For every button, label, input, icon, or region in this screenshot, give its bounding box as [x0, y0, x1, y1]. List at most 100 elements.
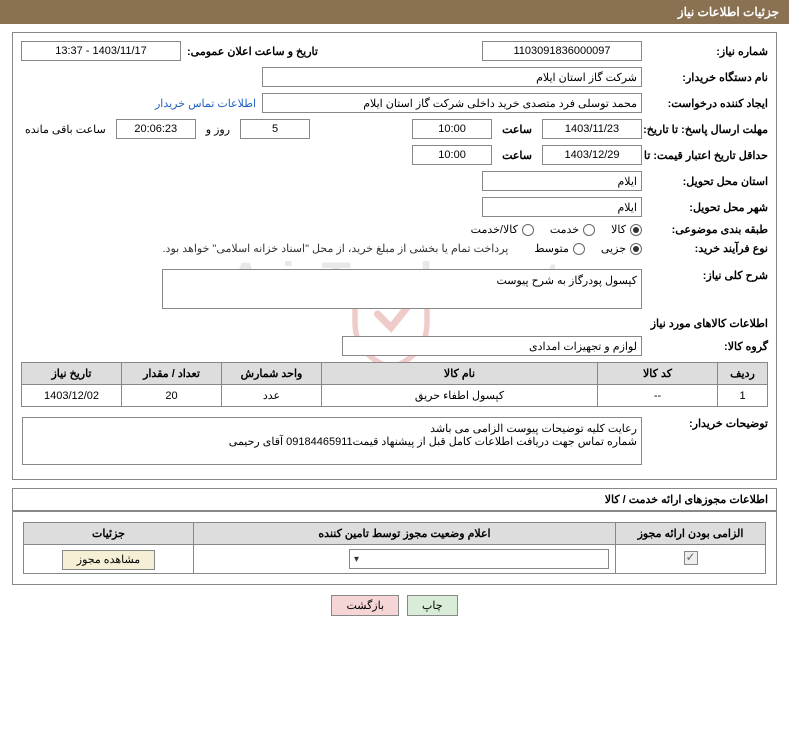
license-table: الزامی بودن ارائه مجوز اعلام وضعیت مجوز …	[23, 522, 766, 574]
th-unit: واحد شمارش	[222, 363, 322, 385]
remaining-label: ساعت باقی مانده	[25, 123, 106, 136]
row-requester: ایجاد کننده درخواست: محمد توسلی فرد متصد…	[21, 93, 768, 113]
cell-mandatory	[616, 545, 766, 574]
th-date: تاریخ نیاز	[22, 363, 122, 385]
cell-details: مشاهده مجوز	[24, 545, 194, 574]
validity-time-value: 10:00	[412, 145, 492, 165]
th-name: نام کالا	[322, 363, 598, 385]
validity-label: حداقل تاریخ اعتبار قیمت: تا تاریخ:	[648, 149, 768, 162]
goods-info-title: اطلاعات کالاهای مورد نیاز	[21, 317, 768, 330]
countdown-value: 20:06:23	[116, 119, 196, 139]
row-need-number: شماره نیاز: 1103091836000097 تاریخ و ساع…	[21, 41, 768, 61]
goods-group-value: لوازم و تجهیزات امدادی	[342, 336, 642, 356]
cell-code: --	[598, 385, 718, 407]
radio-partial[interactable]: جزیی	[601, 242, 642, 255]
general-desc-box: کپسول پودرگاز به شرح پیوست	[162, 269, 642, 309]
goods-table: ردیف کد کالا نام کالا واحد شمارش تعداد /…	[21, 362, 768, 407]
goods-table-header-row: ردیف کد کالا نام کالا واحد شمارش تعداد /…	[22, 363, 768, 385]
radio-medium-label: متوسط	[534, 242, 569, 255]
category-label: طبقه بندی موضوعی:	[648, 223, 768, 236]
cell-name: کپسول اطفاء حریق	[322, 385, 598, 407]
goods-group-label: گروه کالا:	[648, 340, 768, 353]
th-details: جزئیات	[24, 523, 194, 545]
cell-row: 1	[718, 385, 768, 407]
buyer-org-label: نام دستگاه خریدار:	[648, 71, 768, 84]
requester-value: محمد توسلی فرد متصدی خرید داخلی شرکت گاز…	[262, 93, 642, 113]
validity-date-value: 1403/12/29	[542, 145, 642, 165]
license-header-row: الزامی بودن ارائه مجوز اعلام وضعیت مجوز …	[24, 523, 766, 545]
process-radio-group: جزیی متوسط	[534, 242, 642, 255]
contact-link[interactable]: اطلاعات تماس خریدار	[155, 97, 256, 110]
need-number-label: شماره نیاز:	[648, 45, 768, 58]
row-category: طبقه بندی موضوعی: کالا خدمت کالا/خدمت	[21, 223, 768, 236]
page-header: جزئیات اطلاعات نیاز	[0, 0, 789, 24]
mandatory-checkbox[interactable]	[684, 551, 698, 565]
delivery-city-value: ایلام	[482, 197, 642, 217]
buyer-notes-box: رعایت کلیه توضیحات پیوست الزامی می باشد …	[22, 417, 642, 465]
days-and-label: روز و	[206, 123, 230, 136]
days-remaining-value: 5	[240, 119, 310, 139]
goods-table-container: ردیف کد کالا نام کالا واحد شمارش تعداد /…	[21, 362, 768, 407]
th-mandatory: الزامی بودن ارائه مجوز	[616, 523, 766, 545]
page-title: جزئیات اطلاعات نیاز	[678, 5, 779, 19]
time-label-1: ساعت	[502, 123, 532, 136]
row-general-desc: شرح کلی نیاز: کپسول پودرگاز به شرح پیوست	[21, 269, 768, 309]
cell-status: ▾	[194, 545, 616, 574]
th-row: ردیف	[718, 363, 768, 385]
th-code: کد کالا	[598, 363, 718, 385]
license-section-title: اطلاعات مجوزهای ارائه خدمت / کالا	[12, 488, 777, 511]
radio-goods-service[interactable]: کالا/خدمت	[471, 223, 534, 236]
status-select[interactable]: ▾	[349, 549, 609, 569]
main-form-container: AriaTender.net شماره نیاز: 1103091836000…	[12, 32, 777, 480]
row-province: استان محل تحویل: ایلام	[21, 171, 768, 191]
cell-unit: عدد	[222, 385, 322, 407]
buyer-notes-label: توضیحات خریدار:	[648, 417, 768, 430]
announce-datetime-label: تاریخ و ساعت اعلان عمومی:	[187, 45, 318, 58]
radio-medium-circle	[573, 243, 585, 255]
delivery-city-label: شهر محل تحویل:	[648, 201, 768, 214]
process-label: نوع فرآیند خرید:	[648, 242, 768, 255]
chevron-down-icon: ▾	[354, 554, 359, 565]
delivery-province-value: ایلام	[482, 171, 642, 191]
license-container: الزامی بودن ارائه مجوز اعلام وضعیت مجوز …	[12, 511, 777, 585]
radio-partial-circle	[630, 243, 642, 255]
time-label-2: ساعت	[502, 149, 532, 162]
buyer-org-value: شرکت گاز استان ایلام	[262, 67, 642, 87]
category-radio-group: کالا خدمت کالا/خدمت	[471, 223, 642, 236]
row-city: شهر محل تحویل: ایلام	[21, 197, 768, 217]
table-row: 1 -- کپسول اطفاء حریق عدد 20 1403/12/02	[22, 385, 768, 407]
announce-datetime-value: 1403/11/17 - 13:37	[21, 41, 181, 61]
row-buyer-notes: توضیحات خریدار: رعایت کلیه توضیحات پیوست…	[21, 417, 768, 465]
print-button[interactable]: چاپ	[407, 595, 458, 616]
cell-date: 1403/12/02	[22, 385, 122, 407]
radio-service[interactable]: خدمت	[550, 223, 595, 236]
buyer-notes-line2: شماره تماس جهت دریافت اطلاعات کامل قبل ا…	[229, 435, 637, 448]
row-buyer-org: نام دستگاه خریدار: شرکت گاز استان ایلام	[21, 67, 768, 87]
back-button[interactable]: بازگشت	[331, 595, 399, 616]
radio-goods-circle	[630, 224, 642, 236]
view-license-button[interactable]: مشاهده مجوز	[62, 550, 155, 570]
cell-qty: 20	[122, 385, 222, 407]
general-desc-label: شرح کلی نیاز:	[648, 269, 768, 282]
row-process: نوع فرآیند خرید: جزیی متوسط پرداخت تمام …	[21, 242, 768, 255]
radio-medium[interactable]: متوسط	[534, 242, 585, 255]
row-deadline: مهلت ارسال پاسخ: تا تاریخ: 1403/11/23 سا…	[21, 119, 768, 139]
radio-goods-label: کالا	[611, 223, 626, 236]
th-status: اعلام وضعیت مجوز توسط تامین کننده	[194, 523, 616, 545]
row-validity: حداقل تاریخ اعتبار قیمت: تا تاریخ: 1403/…	[21, 145, 768, 165]
footer-buttons: چاپ بازگشت	[0, 595, 789, 616]
radio-service-circle	[583, 224, 595, 236]
deadline-time-value: 10:00	[412, 119, 492, 139]
radio-goods[interactable]: کالا	[611, 223, 642, 236]
row-goods-group: گروه کالا: لوازم و تجهیزات امدادی	[21, 336, 768, 356]
radio-partial-label: جزیی	[601, 242, 626, 255]
buyer-notes-line1: رعایت کلیه توضیحات پیوست الزامی می باشد	[430, 422, 637, 435]
th-qty: تعداد / مقدار	[122, 363, 222, 385]
process-note: پرداخت تمام یا بخشی از مبلغ خرید، از محل…	[163, 242, 509, 255]
delivery-province-label: استان محل تحویل:	[648, 175, 768, 188]
general-desc-value: کپسول پودرگاز به شرح پیوست	[496, 274, 637, 287]
radio-goods-service-circle	[522, 224, 534, 236]
deadline-label: مهلت ارسال پاسخ: تا تاریخ:	[648, 123, 768, 136]
need-number-value: 1103091836000097	[482, 41, 642, 61]
radio-service-label: خدمت	[550, 223, 579, 236]
